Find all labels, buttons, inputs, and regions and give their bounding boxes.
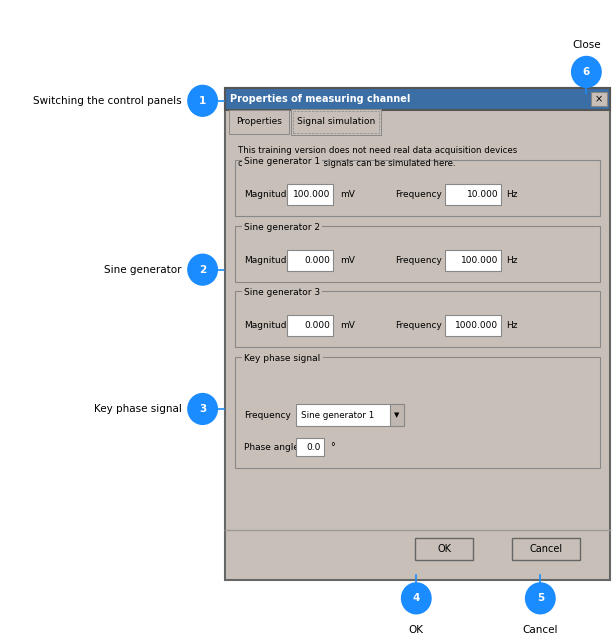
FancyBboxPatch shape (415, 538, 473, 560)
Text: Close: Close (572, 40, 600, 50)
Text: Sine generator 2: Sine generator 2 (244, 223, 321, 232)
Text: 3: 3 (199, 404, 206, 414)
Text: Sine generator: Sine generator (104, 265, 182, 275)
Text: 100.000: 100.000 (461, 256, 499, 265)
FancyBboxPatch shape (287, 250, 333, 271)
Text: Key phase signal: Key phase signal (244, 354, 321, 363)
Text: Hz: Hz (507, 321, 518, 330)
Text: °: ° (330, 442, 335, 452)
FancyBboxPatch shape (445, 250, 502, 271)
Text: ×: × (595, 94, 603, 104)
Text: 1000.000: 1000.000 (455, 321, 499, 330)
Text: 0.000: 0.000 (305, 256, 330, 265)
Text: 5: 5 (537, 593, 544, 603)
Text: Sine generator 1: Sine generator 1 (244, 157, 321, 166)
Text: OK: OK (409, 625, 424, 636)
Circle shape (188, 85, 217, 116)
FancyBboxPatch shape (287, 315, 333, 336)
FancyBboxPatch shape (445, 184, 502, 205)
Circle shape (572, 56, 601, 87)
Text: OK: OK (437, 544, 451, 554)
FancyBboxPatch shape (225, 88, 610, 110)
FancyBboxPatch shape (291, 109, 381, 135)
Circle shape (526, 583, 555, 614)
Text: mV: mV (341, 321, 356, 330)
FancyBboxPatch shape (591, 92, 607, 106)
Text: Phase angle: Phase angle (244, 442, 299, 451)
Text: 0.000: 0.000 (305, 321, 330, 330)
Text: Cancel: Cancel (529, 544, 562, 554)
Text: Key phase signal: Key phase signal (94, 404, 182, 414)
FancyBboxPatch shape (297, 404, 404, 426)
Text: Frequency: Frequency (395, 256, 441, 265)
FancyBboxPatch shape (391, 404, 404, 426)
Text: Frequency: Frequency (395, 321, 441, 330)
Text: 6: 6 (583, 67, 590, 77)
Text: 10.000: 10.000 (467, 190, 499, 199)
Text: Signal simulation: Signal simulation (297, 117, 375, 126)
Text: 100.000: 100.000 (293, 190, 330, 199)
Text: 1: 1 (199, 96, 206, 106)
Text: Hz: Hz (507, 190, 518, 199)
Text: This training version does not need real data acquisition devices
connected. Ins: This training version does not need real… (238, 146, 517, 168)
Text: Sine generator 1: Sine generator 1 (301, 410, 375, 419)
FancyBboxPatch shape (235, 291, 600, 347)
Text: Switching the control panels: Switching the control panels (33, 96, 182, 106)
Text: mV: mV (341, 256, 356, 265)
FancyBboxPatch shape (297, 438, 324, 456)
Circle shape (188, 394, 217, 424)
Text: Frequency: Frequency (395, 190, 441, 199)
Text: Magnitude: Magnitude (244, 190, 292, 199)
Circle shape (188, 254, 217, 285)
Text: Sine generator 3: Sine generator 3 (244, 288, 321, 297)
Text: Magnitude: Magnitude (244, 256, 292, 265)
Text: Cancel: Cancel (523, 625, 558, 636)
FancyBboxPatch shape (512, 538, 580, 560)
Text: Frequency: Frequency (244, 410, 291, 419)
FancyBboxPatch shape (235, 160, 600, 216)
Text: Properties: Properties (236, 117, 282, 126)
Text: Hz: Hz (507, 256, 518, 265)
Text: Magnitude: Magnitude (244, 321, 292, 330)
Text: 2: 2 (199, 265, 206, 275)
FancyBboxPatch shape (445, 315, 502, 336)
Text: 4: 4 (413, 593, 420, 603)
FancyBboxPatch shape (229, 110, 289, 134)
Circle shape (402, 583, 431, 614)
FancyBboxPatch shape (235, 357, 600, 468)
Text: ▼: ▼ (394, 412, 400, 418)
Text: 0.0: 0.0 (306, 442, 321, 451)
FancyBboxPatch shape (225, 88, 610, 580)
FancyBboxPatch shape (287, 184, 333, 205)
FancyBboxPatch shape (230, 134, 605, 530)
Text: Properties of measuring channel: Properties of measuring channel (230, 94, 410, 104)
Text: mV: mV (341, 190, 356, 199)
FancyBboxPatch shape (235, 226, 600, 282)
